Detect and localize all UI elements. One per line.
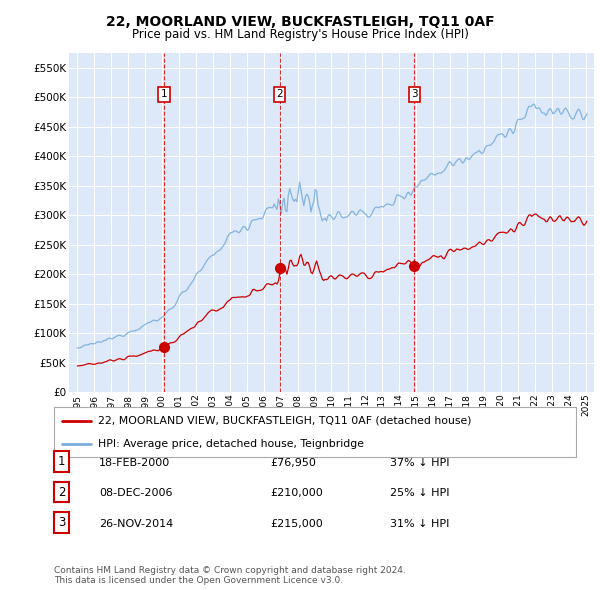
Text: HPI: Average price, detached house, Teignbridge: HPI: Average price, detached house, Teig… (98, 439, 364, 449)
Text: 37% ↓ HPI: 37% ↓ HPI (390, 458, 449, 467)
Text: 31% ↓ HPI: 31% ↓ HPI (390, 519, 449, 529)
Text: £76,950: £76,950 (270, 458, 316, 467)
Text: 08-DEC-2006: 08-DEC-2006 (99, 489, 173, 498)
Text: 2: 2 (58, 486, 65, 499)
Text: 22, MOORLAND VIEW, BUCKFASTLEIGH, TQ11 0AF (detached house): 22, MOORLAND VIEW, BUCKFASTLEIGH, TQ11 0… (98, 415, 472, 425)
Text: 1: 1 (58, 455, 65, 468)
Text: 3: 3 (58, 516, 65, 529)
Text: This data is licensed under the Open Government Licence v3.0.: This data is licensed under the Open Gov… (54, 576, 343, 585)
Text: 2: 2 (276, 90, 283, 99)
Text: 18-FEB-2000: 18-FEB-2000 (99, 458, 170, 467)
Text: 22, MOORLAND VIEW, BUCKFASTLEIGH, TQ11 0AF: 22, MOORLAND VIEW, BUCKFASTLEIGH, TQ11 0… (106, 15, 494, 30)
Text: 26-NOV-2014: 26-NOV-2014 (99, 519, 173, 529)
Text: 1: 1 (161, 90, 167, 99)
Text: 3: 3 (411, 90, 418, 99)
Text: Price paid vs. HM Land Registry's House Price Index (HPI): Price paid vs. HM Land Registry's House … (131, 28, 469, 41)
Text: Contains HM Land Registry data © Crown copyright and database right 2024.: Contains HM Land Registry data © Crown c… (54, 566, 406, 575)
Text: £210,000: £210,000 (270, 489, 323, 498)
Text: £215,000: £215,000 (270, 519, 323, 529)
Text: 25% ↓ HPI: 25% ↓ HPI (390, 489, 449, 498)
